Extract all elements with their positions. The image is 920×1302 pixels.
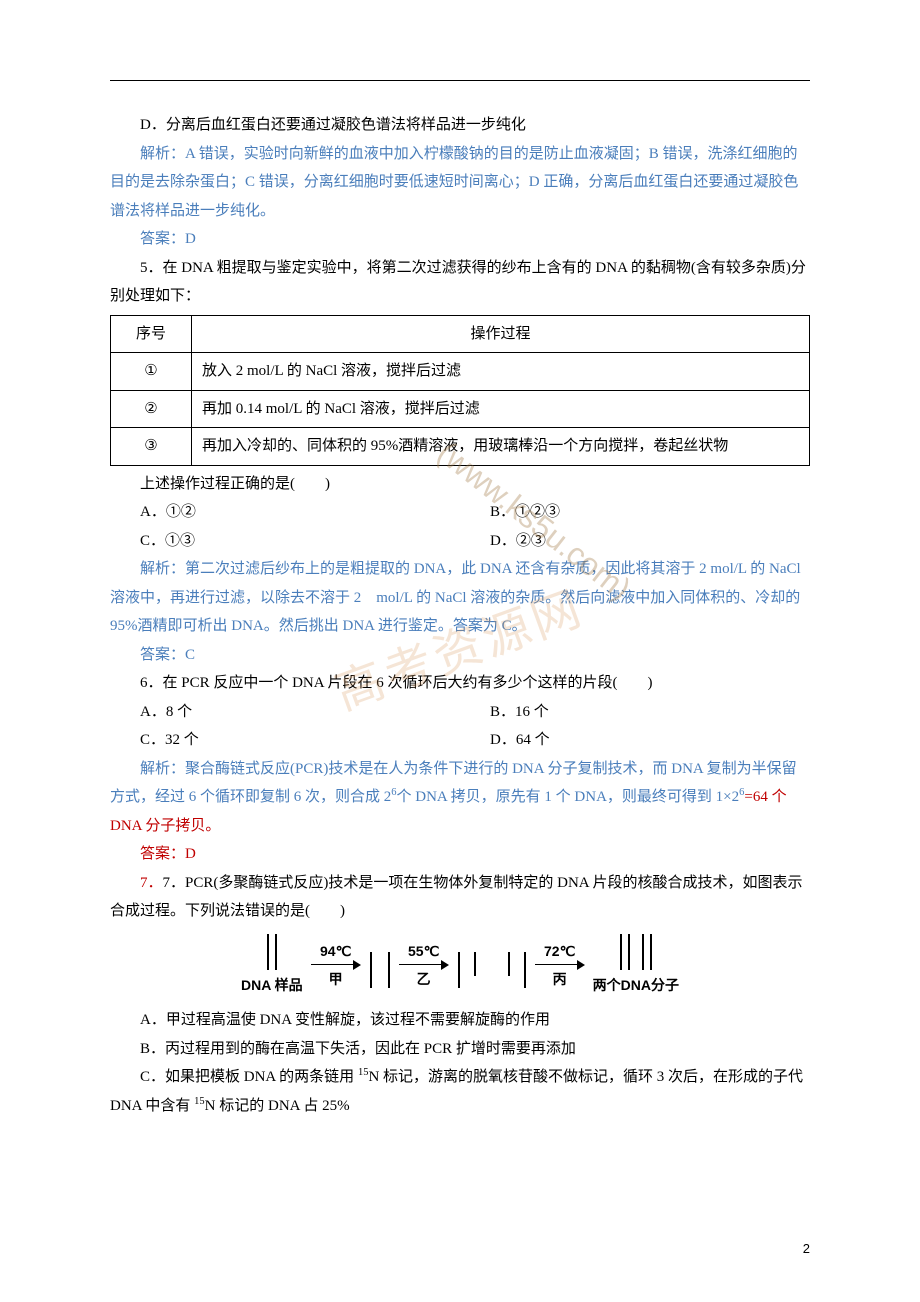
q7-opt-c: C．如果把模板 DNA 的两条链用 15N 标记，游离的脱氧核苷酸不做标记，循环…: [110, 1063, 810, 1120]
arrow-icon: [535, 959, 585, 971]
q6-opt-b: B．16 个: [460, 698, 810, 727]
pcr-temp-3: 72℃: [544, 943, 575, 960]
q5-explanation: 解析：第二次过滤后纱布上的是粗提取的 DNA，此 DNA 还含有杂质，因此将其溶…: [110, 555, 810, 641]
sup-15b: 15: [194, 1096, 205, 1107]
page-number: 2: [803, 1237, 810, 1262]
q7-stem: 7．7．PCR(多聚酶链式反应)技术是一项在生物体外复制特定的 DNA 片段的核…: [110, 869, 810, 926]
cell: 再加入冷却的、同体积的 95%酒精溶液，用玻璃棒沿一个方向搅拌，卷起丝状物: [192, 428, 810, 466]
pcr-step-3: 72℃ 丙: [535, 943, 585, 989]
q4-explanation: 解析：A 错误，实验时向新鲜的血液中加入柠檬酸钠的目的是防止血液凝固；B 错误，…: [110, 140, 810, 226]
cell: ③: [111, 428, 192, 466]
q7c-part1: C．如果把模板 DNA 的两条链用: [140, 1069, 358, 1085]
q5-options-row1: A．①② B．①②③: [110, 498, 810, 527]
pcr-temp-1: 94℃: [320, 943, 351, 960]
pcr-diagram: DNA 样品 94℃ 甲 55℃ 乙 72℃ 丙 两个DNA分子: [110, 934, 810, 999]
table-header-1: 序号: [111, 315, 192, 353]
q6-opt-a: A．8 个: [110, 698, 460, 727]
cell: 再加 0.14 mol/L 的 NaCl 溶液，搅拌后过滤: [192, 390, 810, 428]
q6-explain-part2: 个 DNA 拷贝，原先有 1 个 DNA，则最终可得到 1×2: [397, 789, 740, 805]
q7-opt-a: A．甲过程高温使 DNA 变性解旋，该过程不需要解旋酶的作用: [110, 1006, 810, 1035]
pcr-temp-2: 55℃: [408, 943, 439, 960]
pcr-name-3: 丙: [553, 971, 567, 988]
pcr-name-2: 乙: [417, 971, 431, 988]
q6-opt-c: C．32 个: [110, 726, 460, 755]
q5-opt-a: A．①②: [110, 498, 460, 527]
q5-after: 上述操作过程正确的是( ): [110, 470, 810, 499]
q6-opt-d: D．64 个: [460, 726, 810, 755]
table-header-2: 操作过程: [192, 315, 810, 353]
table-row: ① 放入 2 mol/L 的 NaCl 溶液，搅拌后过滤: [111, 353, 810, 391]
pcr-result-label: 两个DNA分子: [593, 972, 679, 999]
arrow-icon: [399, 959, 449, 971]
q6-options-row2: C．32 个 D．64 个: [110, 726, 810, 755]
q6-explanation: 解析：聚合酶链式反应(PCR)技术是在人为条件下进行的 DNA 分子复制技术，而…: [110, 755, 810, 841]
cell: 放入 2 mol/L 的 NaCl 溶液，搅拌后过滤: [192, 353, 810, 391]
q7-stem-text: 7．PCR(多聚酶链式反应)技术是一项在生物体外复制特定的 DNA 片段的核酸合…: [110, 875, 803, 920]
q5-table: 序号 操作过程 ① 放入 2 mol/L 的 NaCl 溶液，搅拌后过滤 ② 再…: [110, 315, 810, 466]
q6-options-row1: A．8 个 B．16 个: [110, 698, 810, 727]
pcr-step-1: 94℃ 甲: [311, 943, 361, 989]
q4-answer: 答案：D: [110, 225, 810, 254]
pcr-step-2: 55℃ 乙: [399, 943, 449, 989]
q7c-part3: N 标记的 DNA 占 25%: [205, 1098, 350, 1114]
q5-opt-c: C．①③: [110, 527, 460, 556]
table-row: ② 再加 0.14 mol/L 的 NaCl 溶液，搅拌后过滤: [111, 390, 810, 428]
table-row: ③ 再加入冷却的、同体积的 95%酒精溶液，用玻璃棒沿一个方向搅拌，卷起丝状物: [111, 428, 810, 466]
top-rule: [110, 80, 810, 81]
page: 高考资源网 (www.ks5u.com) D．分离后血红蛋白还要通过凝胶色谱法将…: [0, 0, 920, 1302]
arrow-icon: [311, 959, 361, 971]
q7-stem-red: 7．: [140, 875, 163, 891]
q5-options-row2: C．①③ D．②③: [110, 527, 810, 556]
q6-answer: 答案：D: [110, 840, 810, 869]
q6-stem: 6．在 PCR 反应中一个 DNA 片段在 6 次循环后大约有多少个这样的片段(…: [110, 669, 810, 698]
q5-opt-d: D．②③: [460, 527, 810, 556]
pcr-sample-label: DNA 样品: [241, 972, 303, 999]
q5-stem: 5．在 DNA 粗提取与鉴定实验中，将第二次过滤获得的纱布上含有的 DNA 的黏…: [110, 254, 810, 311]
q4-option-d: D．分离后血红蛋白还要通过凝胶色谱法将样品进一步纯化: [110, 111, 810, 140]
cell: ①: [111, 353, 192, 391]
table-row: 序号 操作过程: [111, 315, 810, 353]
pcr-name-1: 甲: [329, 971, 343, 988]
q5-answer: 答案：C: [110, 641, 810, 670]
q7-opt-b: B．丙过程用到的酶在高温下失活，因此在 PCR 扩增时需要再添加: [110, 1035, 810, 1064]
q5-opt-b: B．①②③: [460, 498, 810, 527]
sup-15a: 15: [358, 1067, 369, 1078]
cell: ②: [111, 390, 192, 428]
